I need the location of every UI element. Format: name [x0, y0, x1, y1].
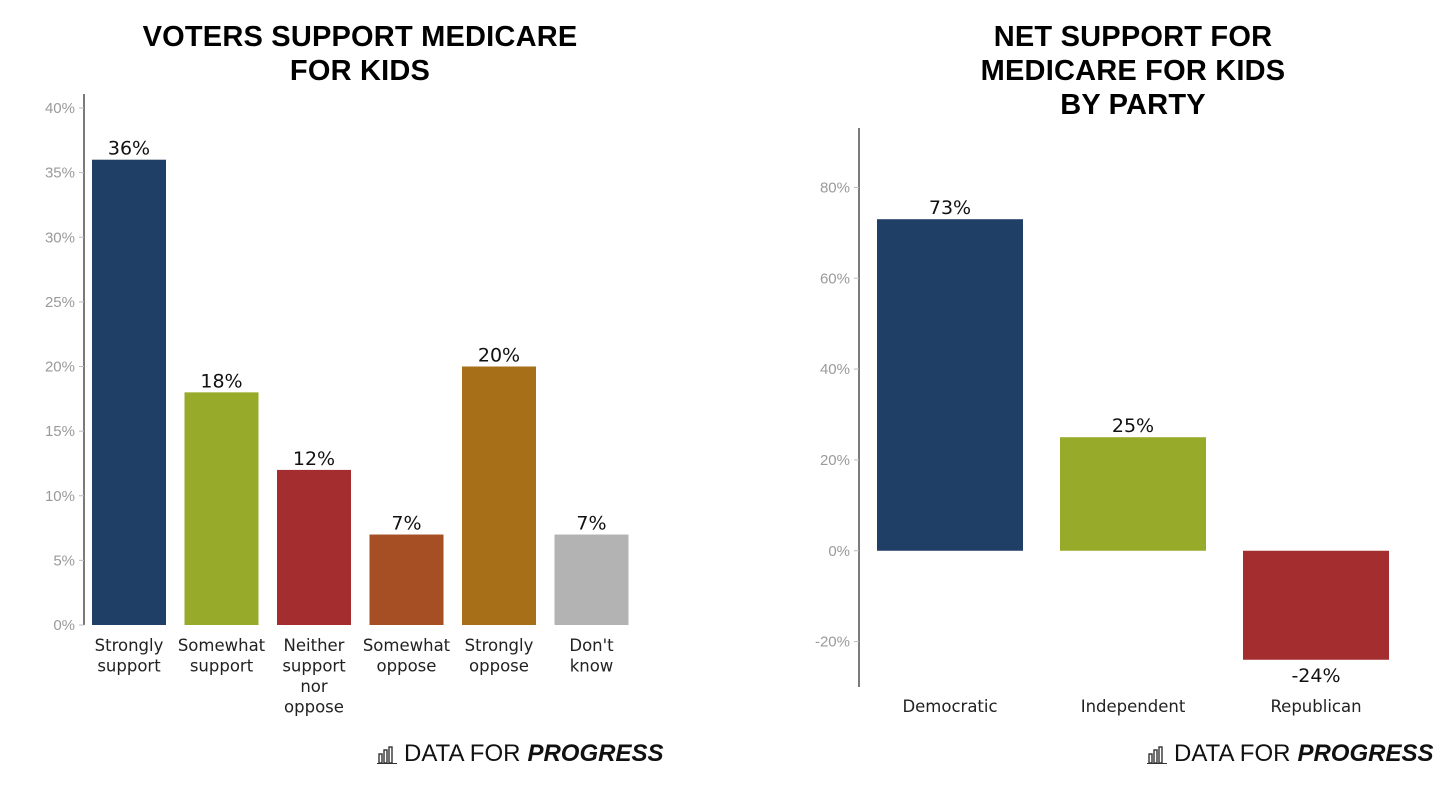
bar	[877, 219, 1023, 551]
x-tick-label: Strongly support	[95, 636, 164, 676]
bar	[462, 366, 536, 625]
x-tick-label: Somewhat support	[178, 636, 266, 676]
brand-logo: DATA FOR PROGRESS	[1146, 740, 1433, 768]
y-tick-label: -20%	[815, 634, 850, 651]
bar	[92, 159, 166, 625]
bar-chart-icon	[376, 744, 398, 764]
x-tick-label: Neither support nor oppose	[282, 636, 346, 717]
data-label: -24%	[1291, 665, 1340, 687]
x-tick-label: Independent	[1081, 697, 1186, 716]
chart-title: NET SUPPORT FOR MEDICARE FOR KIDS BY PAR…	[980, 21, 1286, 121]
y-tick-label: 40%	[45, 100, 75, 117]
y-tick-label: 20%	[820, 452, 850, 469]
data-label: 36%	[108, 138, 150, 160]
x-tick-label: Somewhat oppose	[363, 636, 451, 676]
y-tick-label: 0%	[828, 543, 850, 560]
x-tick-label: Don't know	[569, 636, 614, 676]
bar-chart-net-support: -20% 0% 20% 40% 60% 80% 73% Democratic 25% Indepe…	[815, 128, 1389, 716]
chart-panel-voters-support: VOTERS SUPPORT MEDICARE FOR KIDS 0% 5% 10%…	[45, 21, 664, 768]
chart-title: VOTERS SUPPORT MEDICARE FOR KIDS	[142, 21, 578, 87]
brand-text-light: DATA FOR	[404, 740, 521, 767]
y-tick-label: 5%	[53, 552, 75, 569]
bar	[277, 469, 351, 625]
x-tick-label: Strongly oppose	[465, 636, 534, 676]
y-tick-label: 40%	[820, 361, 850, 378]
y-tick-label: 10%	[45, 488, 75, 505]
data-label: 7%	[576, 513, 606, 535]
y-tick-label: 60%	[820, 270, 850, 287]
brand-text-bold: PROGRESS	[1297, 740, 1434, 767]
brand-logo: DATA FOR PROGRESS	[376, 740, 663, 768]
bar	[1060, 437, 1206, 551]
x-tick-label: Republican	[1270, 697, 1361, 716]
y-tick-label: 35%	[45, 165, 75, 182]
data-label: 12%	[293, 448, 335, 470]
x-tick-label: Democratic	[902, 697, 997, 716]
bar	[369, 534, 444, 625]
bar-chart-icon	[1146, 744, 1168, 764]
y-tick-label: 30%	[45, 229, 75, 246]
y-tick-label: 0%	[53, 617, 75, 634]
data-label: 18%	[200, 370, 242, 392]
data-label: 73%	[929, 197, 971, 219]
y-tick-label: 20%	[45, 359, 75, 376]
y-tick-label: 15%	[45, 423, 75, 440]
bar	[554, 534, 629, 625]
data-label: 25%	[1112, 415, 1154, 437]
data-label: 7%	[391, 513, 421, 535]
bar	[184, 392, 259, 625]
chart-panel-net-support: NET SUPPORT FOR MEDICARE FOR KIDS BY PAR…	[728, 0, 1456, 796]
data-label: 20%	[478, 345, 520, 367]
y-tick-label: 25%	[45, 294, 75, 311]
bar	[1243, 550, 1389, 660]
y-tick-label: 80%	[820, 179, 850, 196]
brand-text-light: DATA FOR	[1174, 740, 1291, 767]
bar-chart-voters-support: 0% 5% 10% 15% 20% 25% 30% 35% 40% 36% Strongly supp…	[45, 94, 629, 717]
brand-text-bold: PROGRESS	[527, 740, 664, 767]
